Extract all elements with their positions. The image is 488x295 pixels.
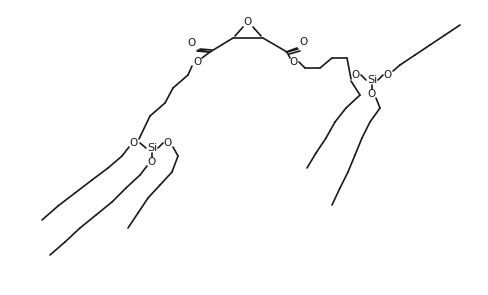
Text: O: O — [130, 138, 138, 148]
Text: O: O — [351, 70, 359, 80]
Text: O: O — [187, 38, 195, 48]
Text: O: O — [193, 57, 201, 67]
Text: O: O — [300, 37, 308, 47]
Text: O: O — [244, 17, 252, 27]
Text: O: O — [290, 57, 298, 67]
Text: Si: Si — [367, 75, 377, 85]
Text: Si: Si — [147, 143, 157, 153]
Text: O: O — [148, 157, 156, 167]
Text: O: O — [384, 70, 392, 80]
Text: O: O — [368, 89, 376, 99]
Text: O: O — [164, 138, 172, 148]
